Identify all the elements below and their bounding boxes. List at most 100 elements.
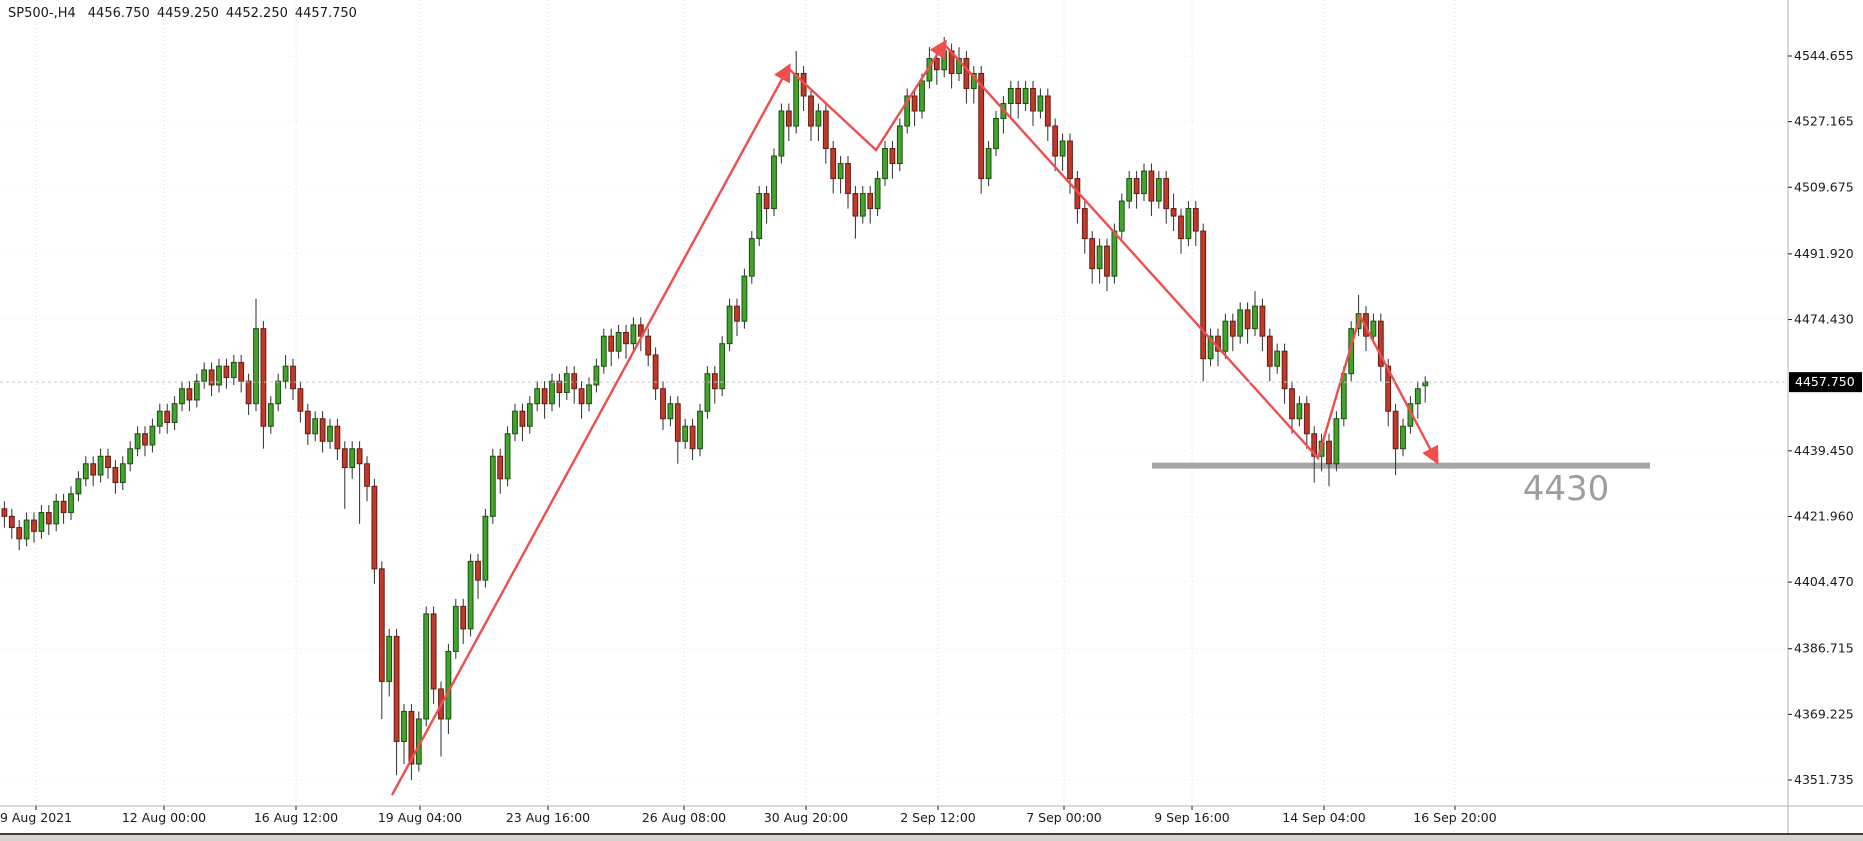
- candle: [578, 381, 585, 419]
- trendline-arrow[interactable]: [390, 63, 791, 796]
- candle: [230, 354, 237, 385]
- candle: [1303, 396, 1310, 449]
- candle: [1022, 80, 1029, 111]
- candle: [8, 508, 15, 539]
- support-level-label: 4430: [1523, 469, 1610, 509]
- candle: [1133, 171, 1140, 209]
- candle: [504, 426, 511, 487]
- time-axis-label: 7 Sep 00:00: [1026, 810, 1102, 825]
- candle: [149, 418, 156, 453]
- ohlc-open-value: 4456.750: [87, 6, 150, 21]
- candle: [1148, 163, 1155, 217]
- candle: [1200, 223, 1207, 382]
- price-axis-label: 4351.735: [1794, 772, 1854, 787]
- candle: [874, 171, 881, 217]
- candle: [1163, 171, 1170, 224]
- candle: [1089, 231, 1096, 284]
- candle: [534, 381, 541, 412]
- candle: [489, 448, 496, 524]
- candle: [608, 328, 615, 367]
- trendline-arrow[interactable]: [943, 43, 1439, 465]
- candle: [1333, 411, 1340, 472]
- candle: [319, 411, 326, 453]
- candle: [704, 366, 711, 419]
- candle: [238, 354, 245, 393]
- price-axis-label: 4474.430: [1794, 312, 1854, 327]
- candle: [408, 703, 415, 781]
- candle: [1037, 88, 1044, 119]
- time-axis-label: 14 Sep 04:00: [1282, 810, 1365, 825]
- price-axis-label: 4509.675: [1794, 179, 1854, 194]
- candle: [452, 598, 459, 659]
- candle: [645, 328, 652, 367]
- candle: [290, 358, 296, 400]
- candle: [327, 418, 333, 449]
- time-axis-label: 2 Sep 12:00: [900, 810, 976, 825]
- candle: [867, 186, 874, 224]
- candle: [475, 553, 481, 599]
- candle: [467, 553, 474, 637]
- candle: [253, 298, 259, 412]
- candle: [334, 418, 341, 461]
- candle: [600, 328, 607, 374]
- candle: [896, 118, 903, 172]
- trendline-arrow[interactable]: [787, 39, 947, 152]
- candle: [526, 396, 533, 434]
- candle: [68, 486, 74, 521]
- candle: [53, 493, 60, 532]
- candle: [356, 441, 363, 524]
- candle: [615, 324, 622, 359]
- candle: [1289, 381, 1295, 434]
- candle: [1000, 95, 1007, 134]
- candle: [193, 373, 200, 408]
- time-axis-label: 19 Aug 04:00: [378, 810, 462, 825]
- time-axis[interactable]: 9 Aug 2021 12 Aug 00:00 16 Aug 12:00 19 Aug…: [0, 806, 1497, 825]
- time-axis-label: 12 Aug 00:00: [122, 810, 206, 825]
- candle: [919, 73, 925, 119]
- current-price-marker: 4457.750: [0, 372, 1862, 393]
- candle: [179, 381, 185, 412]
- candle: [1296, 396, 1303, 427]
- candle: [1266, 328, 1273, 382]
- candle: [245, 373, 252, 415]
- candle: [216, 358, 222, 393]
- candle: [1281, 343, 1288, 404]
- candle: [652, 347, 659, 400]
- ohlc-low-value: 4452.250: [225, 6, 288, 21]
- candle: [1170, 193, 1177, 232]
- candle: [882, 141, 888, 187]
- candle: [1244, 302, 1251, 344]
- candle: [1015, 80, 1022, 119]
- candle: [112, 460, 119, 494]
- candle: [1044, 88, 1051, 142]
- candle: [1400, 418, 1406, 457]
- price-axis[interactable]: 4544.655 4527.165 4509.675 4491.920 4474.430…: [1788, 48, 1854, 787]
- candle: [275, 373, 282, 412]
- candle: [852, 186, 859, 239]
- candle: [134, 426, 141, 457]
- candle: [911, 88, 918, 127]
- symbol-ohlc-header: SP500-,H4 4456.750 4459.250 4452.250 4457.75…: [8, 6, 364, 21]
- candle: [423, 606, 430, 727]
- candle: [1370, 313, 1377, 344]
- support-level-line[interactable]: 4430: [1152, 462, 1650, 509]
- candle: [386, 628, 393, 697]
- candle: [830, 141, 837, 194]
- time-axis-label: 16 Aug 12:00: [254, 810, 338, 825]
- candle: [430, 606, 437, 704]
- candle: [756, 186, 763, 247]
- candle: [837, 156, 844, 194]
- candle: [1259, 298, 1266, 352]
- candle: [667, 396, 674, 427]
- candle: [1422, 376, 1429, 403]
- candle: [312, 411, 319, 442]
- trendline-arrows-layer[interactable]: [390, 39, 1439, 796]
- candle: [223, 358, 230, 389]
- candle: [1326, 433, 1332, 487]
- candle: [1059, 133, 1066, 172]
- candle: [304, 403, 311, 446]
- current-price-tag-text: 4457.750: [1795, 374, 1855, 389]
- candle: [845, 156, 851, 209]
